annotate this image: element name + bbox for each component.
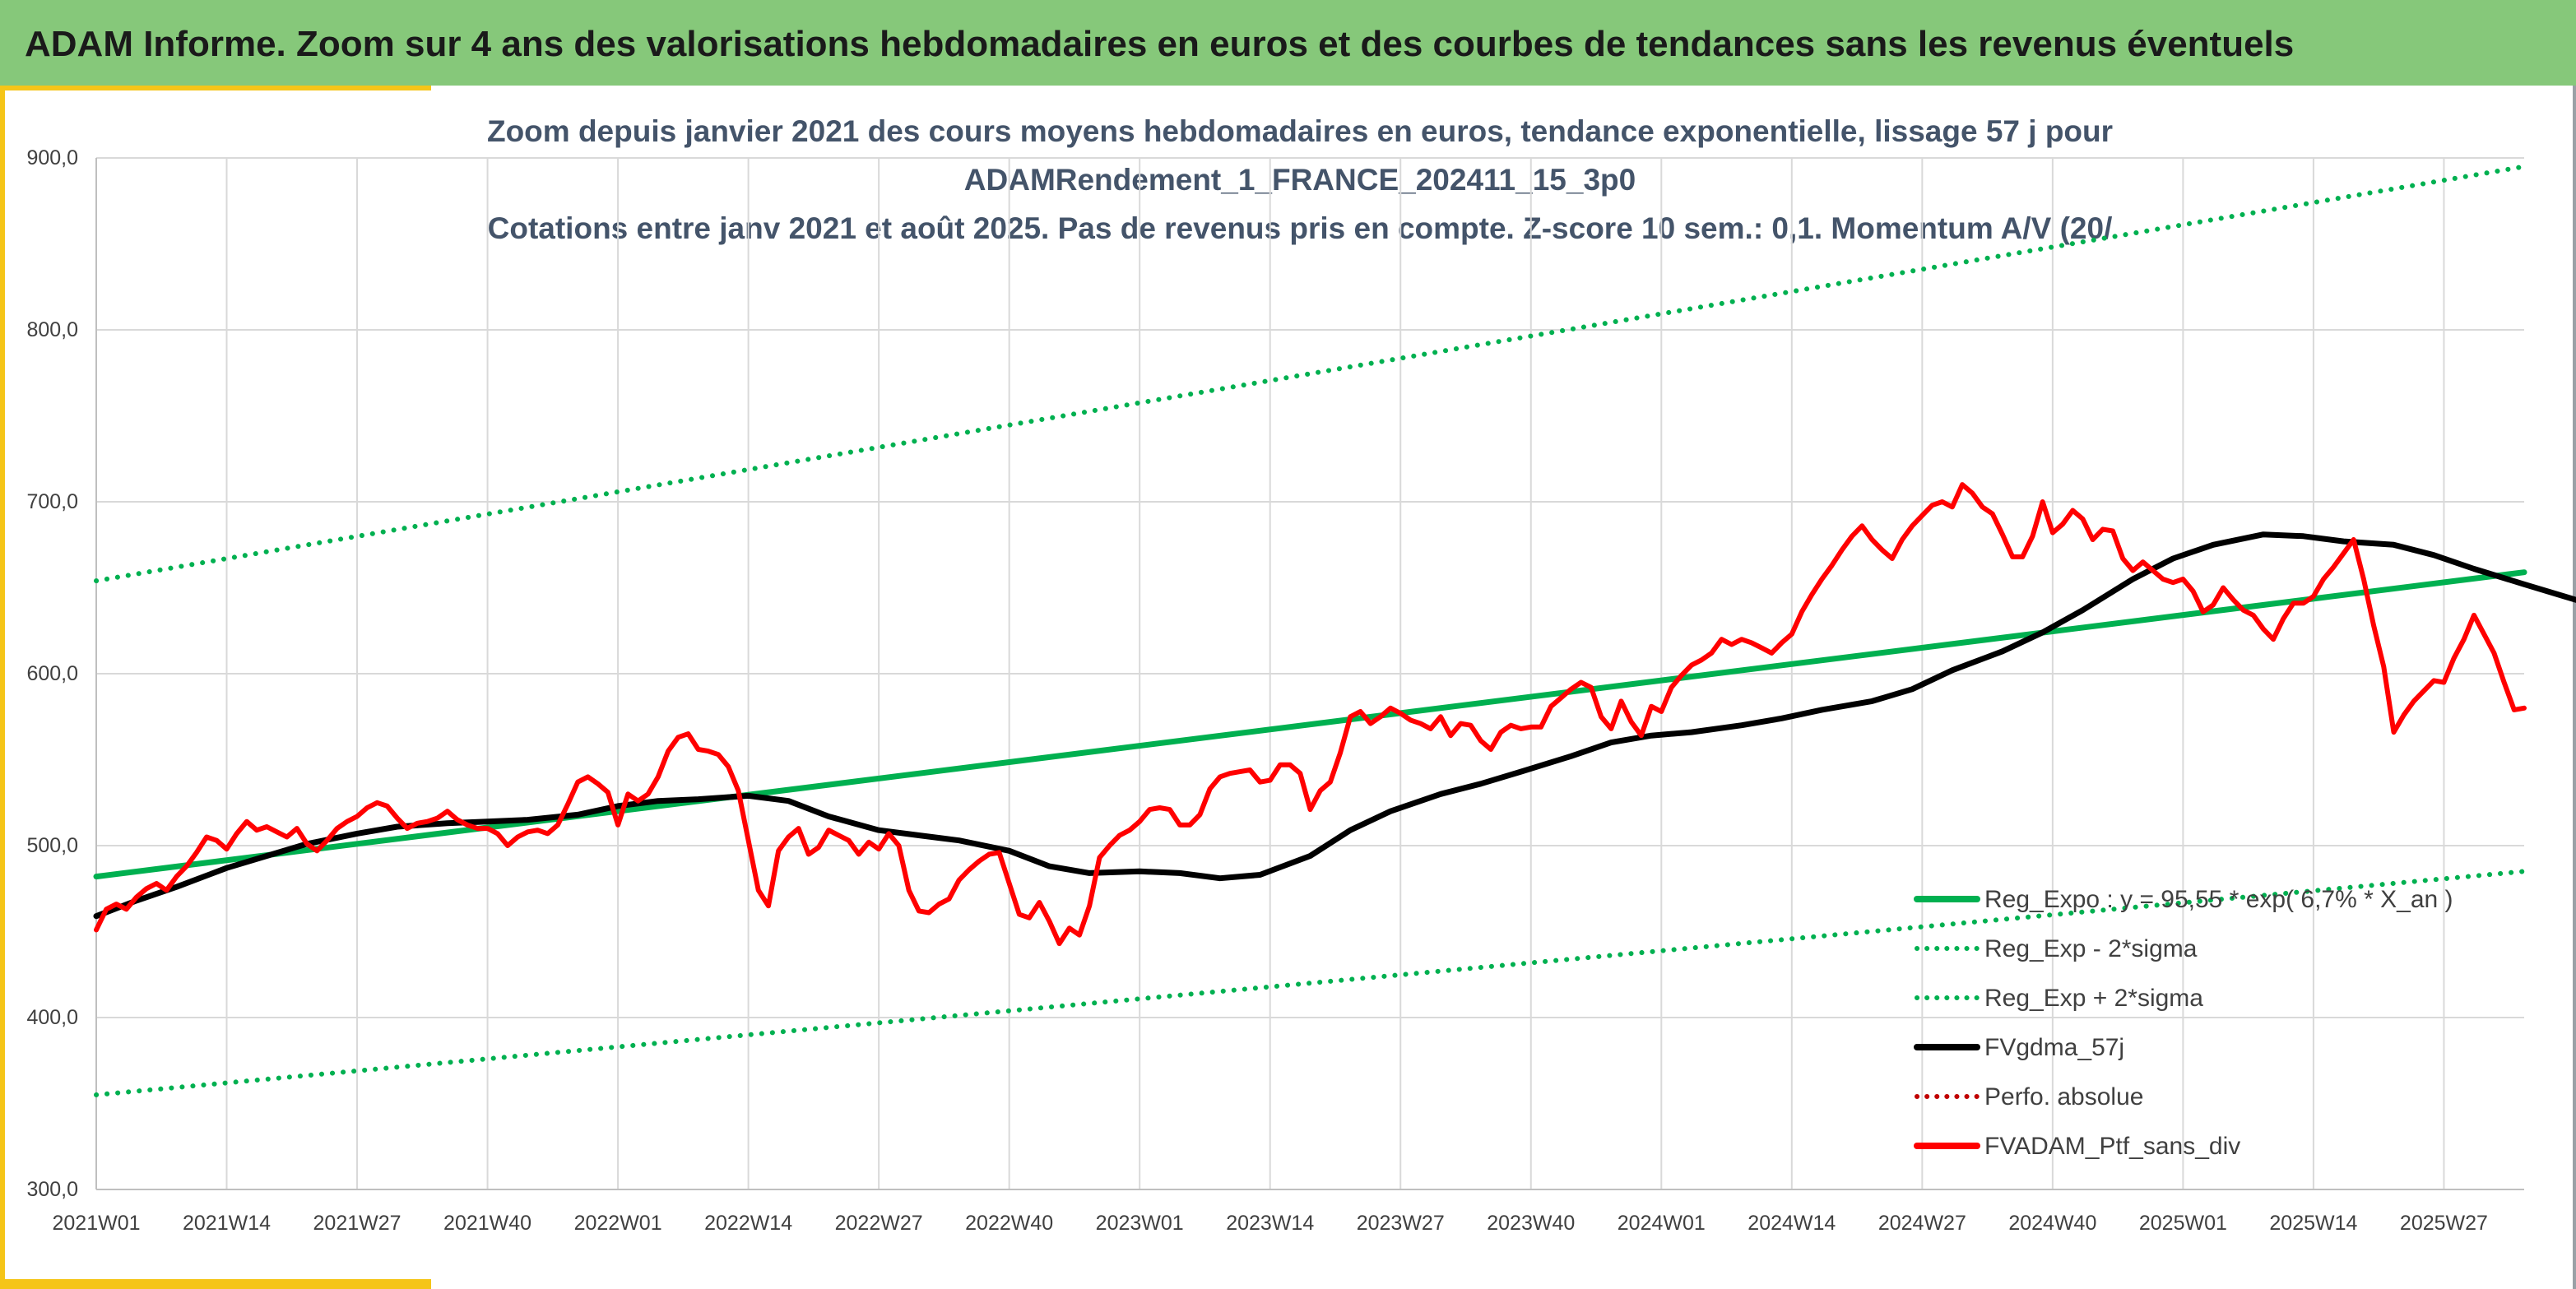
y-tick-label: 600,0: [26, 662, 78, 685]
x-tick-label: 2021W01: [52, 1212, 140, 1235]
frame-accent-left: [0, 86, 5, 1289]
series-fvgdma-57j: [93, 531, 2576, 920]
x-tick-label: 2021W14: [183, 1212, 271, 1235]
x-tick-label: 2024W27: [1878, 1212, 1966, 1235]
chart-series: [93, 164, 2576, 1097]
y-axis-ticks: 300,0 400,0 500,0 600,0 700,0 800,0 900,0: [26, 146, 78, 1201]
chart-title-line-1: Zoom depuis janvier 2021 des cours moyen…: [487, 114, 2113, 148]
chart-title: Zoom depuis janvier 2021 des cours moyen…: [487, 114, 2113, 245]
chart-title-line-2: ADAMRendement_1_FRANCE_202411_15_3p0: [964, 163, 1636, 197]
legend-label: Reg_Exp - 2*sigma: [1984, 935, 2198, 962]
series-regression-minus-2sigma: [94, 869, 2527, 1097]
series-regression-plus-2sigma: [94, 164, 2527, 584]
series-fvadam-ptf: [94, 482, 2527, 947]
x-tick-label: 2023W27: [1357, 1212, 1445, 1235]
legend-label: Reg_Exp + 2*sigma: [1984, 985, 2203, 1012]
x-tick-label: 2025W27: [2400, 1212, 2488, 1235]
legend-label: FVgdma_57j: [1984, 1034, 2124, 1061]
title-banner: ADAM Informe. Zoom sur 4 ans des valoris…: [0, 0, 2576, 86]
legend-label: FVADAM_Ptf_sans_div: [1984, 1133, 2240, 1160]
x-tick-label: 2021W27: [313, 1212, 401, 1235]
chart-grid: [95, 157, 2524, 1190]
x-tick-label: 2023W14: [1226, 1212, 1314, 1235]
x-axis-ticks: 2021W01 2021W14 2021W27 2021W40 2022W01 2022W…: [52, 1212, 2487, 1235]
x-tick-label: 2022W40: [965, 1212, 1053, 1235]
chart-legend: Reg_Expo : y = 95,55 * exp( 6,7% * X_an …: [1914, 886, 2453, 1160]
x-tick-label: 2024W01: [1618, 1212, 1706, 1235]
series-regression-expo: [93, 569, 2527, 880]
x-tick-label: 2022W27: [835, 1212, 923, 1235]
frame-border-right: [2573, 86, 2576, 1289]
y-tick-label: 500,0: [26, 834, 78, 857]
x-tick-label: 2025W14: [2269, 1212, 2357, 1235]
x-tick-label: 2024W40: [2008, 1212, 2096, 1235]
chart-title-line-3: Cotations entre janv 2021 et août 2025. …: [488, 211, 2113, 245]
y-tick-label: 800,0: [26, 318, 78, 341]
y-tick-label: 900,0: [26, 146, 78, 169]
legend-label: Reg_Expo : y = 95,55 * exp( 6,7% * X_an …: [1984, 886, 2453, 913]
x-tick-label: 2023W01: [1096, 1212, 1184, 1235]
x-tick-label: 2022W01: [574, 1212, 662, 1235]
y-tick-label: 300,0: [26, 1178, 78, 1201]
frame-accent-top: [0, 86, 431, 90]
x-tick-label: 2025W01: [2139, 1212, 2227, 1235]
x-tick-label: 2024W14: [1748, 1212, 1836, 1235]
legend-label: Perfo. absolue: [1984, 1083, 2143, 1110]
x-tick-label: 2023W40: [1487, 1212, 1575, 1235]
y-tick-label: 400,0: [26, 1006, 78, 1029]
x-tick-label: 2021W40: [443, 1212, 531, 1235]
banner-title: ADAM Informe. Zoom sur 4 ans des valoris…: [25, 24, 2295, 64]
y-tick-label: 700,0: [26, 490, 78, 513]
x-tick-label: 2022W14: [704, 1212, 792, 1235]
frame-accent-bottom: [0, 1279, 431, 1289]
